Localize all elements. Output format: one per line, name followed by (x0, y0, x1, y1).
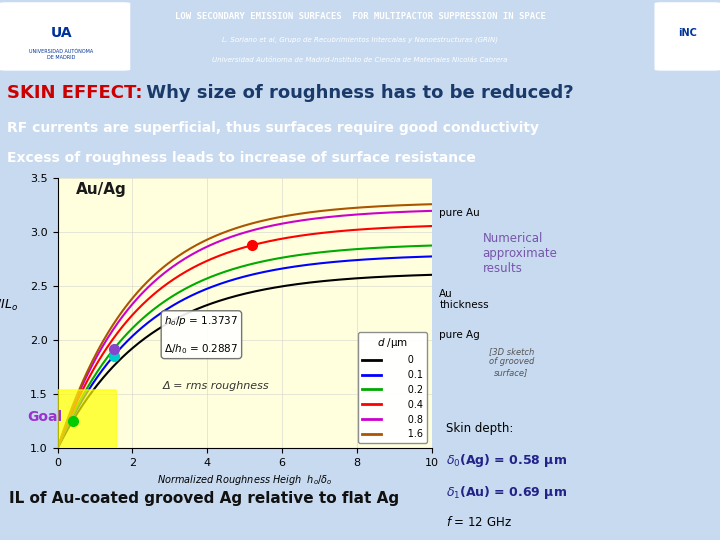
Text: Excess of roughness leads to increase of surface resistance: Excess of roughness leads to increase of… (7, 151, 476, 165)
Text: [3D sketch
of grooved
surface]: [3D sketch of grooved surface] (488, 347, 534, 377)
Text: Au
thickness: Au thickness (439, 289, 489, 310)
Y-axis label: $IL/IL_o$: $IL/IL_o$ (0, 298, 19, 313)
Text: IL of Au-coated grooved Ag relative to flat Ag: IL of Au-coated grooved Ag relative to f… (9, 491, 399, 506)
Text: UA: UA (50, 26, 72, 40)
Text: Skin depth:: Skin depth: (446, 422, 514, 435)
Text: Why size of roughness has to be reduced?: Why size of roughness has to be reduced? (140, 84, 574, 102)
Text: SKIN EFFECT:: SKIN EFFECT: (7, 84, 143, 102)
Text: pure Ag: pure Ag (439, 330, 480, 340)
Text: Au/Ag: Au/Ag (76, 183, 127, 198)
Text: $f$ = 12 GHz: $f$ = 12 GHz (446, 515, 512, 529)
Text: Goal: Goal (27, 410, 63, 424)
Text: Numerical
approximate
results: Numerical approximate results (482, 232, 557, 275)
Text: pure Au: pure Au (439, 208, 480, 218)
X-axis label: Normalized Roughness Heigh  $h_o / \delta_o$: Normalized Roughness Heigh $h_o / \delta… (157, 474, 333, 488)
FancyBboxPatch shape (655, 3, 720, 70)
Text: Universidad Autónoma de Madrid-Instituto de Ciencia de Materiales Nicolás Cabrer: Universidad Autónoma de Madrid-Instituto… (212, 57, 508, 63)
Text: RF currents are superficial, thus surfaces require good conductivity: RF currents are superficial, thus surfac… (7, 122, 539, 135)
FancyBboxPatch shape (57, 390, 117, 450)
Text: $h_o/p$ = 1.3737

$\Delta/h_0$ = 0.2887: $h_o/p$ = 1.3737 $\Delta/h_0$ = 0.2887 (164, 314, 238, 355)
Text: LOW SECONDARY EMISSION SURFACES  FOR MULTIPACTOR SUPPRESSION IN SPACE: LOW SECONDARY EMISSION SURFACES FOR MULT… (174, 11, 546, 21)
Text: iNC: iNC (678, 28, 697, 38)
Text: $\delta_1$(Au) = 0.69 μm: $\delta_1$(Au) = 0.69 μm (446, 484, 567, 501)
Text: Δ = rms roughness: Δ = rms roughness (163, 381, 269, 391)
Text: UNIVERSIDAD AUTÓNOMA
DE MADRID: UNIVERSIDAD AUTÓNOMA DE MADRID (29, 49, 94, 60)
Text: $\delta_0$(Ag) = 0.58 μm: $\delta_0$(Ag) = 0.58 μm (446, 452, 567, 469)
Text: L. Soriano et al, Grupo de Recubrimientos Intercalas y Nanoestructuras (GRIN): L. Soriano et al, Grupo de Recubrimiento… (222, 37, 498, 43)
FancyBboxPatch shape (0, 3, 130, 70)
Legend:       0,       0.1,       0.2,       0.4,       0.8,       1.6: 0, 0.1, 0.2, 0.4, 0.8, 1.6 (358, 333, 427, 443)
